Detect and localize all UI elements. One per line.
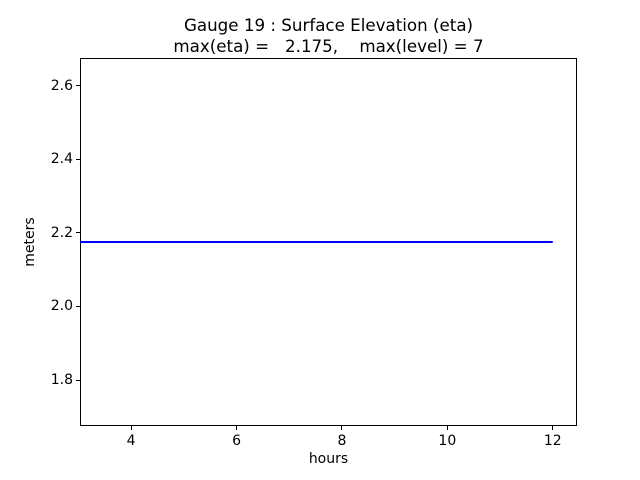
x-tick-mark xyxy=(130,426,132,430)
x-tick-label: 12 xyxy=(543,433,562,449)
x-tick-mark xyxy=(341,426,343,430)
x-axis-label: hours xyxy=(308,451,349,467)
y-tick-label: 2.2 xyxy=(50,224,73,241)
plot-area xyxy=(80,58,577,426)
y-tick-label: 2.0 xyxy=(50,298,73,315)
x-tick-label: 4 xyxy=(126,433,136,449)
x-tick-mark xyxy=(236,426,238,430)
x-tick-label: 8 xyxy=(337,433,347,449)
y-tick-mark xyxy=(76,305,80,307)
chart-subtitle: max(eta) = 2.175, max(level) = 7 xyxy=(173,36,484,56)
y-tick-label: 1.8 xyxy=(50,372,73,388)
y-tick-label: 2.4 xyxy=(50,151,73,168)
chart-title: Gauge 19 : Surface Elevation (eta) xyxy=(183,15,474,35)
y-tick-mark xyxy=(76,85,80,87)
y-tick-mark xyxy=(76,379,80,381)
x-tick-label: 6 xyxy=(232,433,241,449)
x-tick-mark xyxy=(446,426,448,430)
y-axis-label: meters xyxy=(22,217,38,267)
x-tick-mark xyxy=(552,426,554,430)
y-tick-mark xyxy=(76,158,80,160)
x-tick-label: 10 xyxy=(438,433,457,449)
chart-title-block: Gauge 19 : Surface Elevation (eta) max(e… xyxy=(80,15,577,57)
y-tick-mark xyxy=(76,232,80,234)
y-tick-label: 2.6 xyxy=(50,77,73,94)
